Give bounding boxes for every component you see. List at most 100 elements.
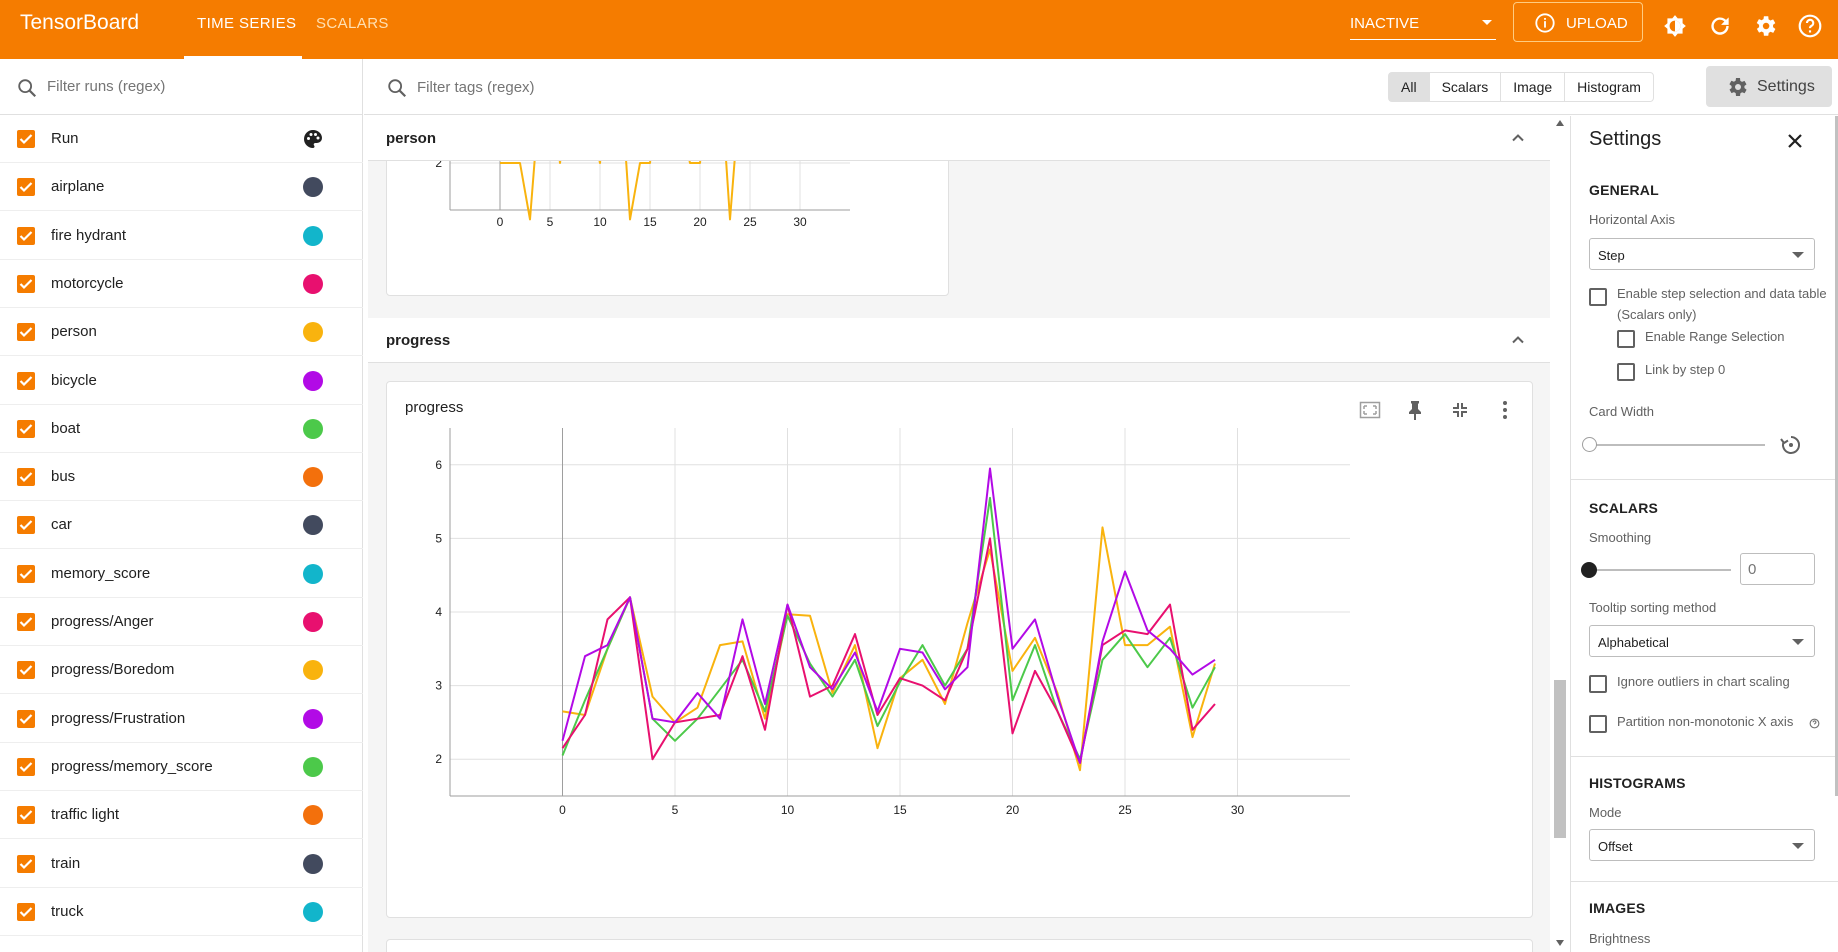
run-row[interactable]: bicycle [0,357,363,405]
run-checkbox[interactable] [17,806,35,825]
close-icon[interactable] [1783,129,1807,153]
pin-icon[interactable] [1403,398,1427,422]
scroll-down-arrow-icon[interactable] [1556,940,1564,946]
run-color-swatch[interactable] [303,563,323,584]
run-label: motorcycle [51,274,124,292]
run-checkbox[interactable] [17,178,35,197]
theme-toggle-icon[interactable] [1662,13,1688,39]
reset-icon[interactable] [1779,433,1803,457]
run-checkbox[interactable] [17,613,35,631]
run-row[interactable]: airplane [0,163,363,212]
run-checkbox[interactable] [17,274,35,293]
runs-header-row[interactable]: Run [0,115,363,163]
smoothing-slider-track[interactable] [1589,569,1731,571]
run-color-swatch[interactable] [303,322,323,343]
tab-scalars[interactable]: SCALARS [316,15,389,32]
run-row[interactable]: truck [0,888,363,936]
run-checkbox[interactable] [17,564,35,583]
run-checkbox[interactable] [17,902,35,921]
run-color-swatch[interactable] [303,708,323,729]
run-checkbox[interactable] [17,757,35,776]
enable-range-selection-checkbox[interactable] [1617,330,1635,348]
settings-icon[interactable] [1752,13,1778,39]
tab-time-series[interactable]: TIME SERIES [197,15,297,32]
run-checkbox[interactable] [17,854,35,873]
horizontal-axis-select[interactable]: Step [1589,238,1815,270]
fit-domain-icon[interactable] [1358,398,1382,422]
run-color-swatch[interactable] [303,177,323,198]
run-row[interactable]: motorcycle [0,260,363,308]
run-row[interactable]: car [0,501,363,550]
upload-button[interactable]: UPLOAD [1513,2,1643,42]
run-color-swatch[interactable] [303,273,323,294]
run-label: bus [51,468,76,486]
palette-icon[interactable] [301,127,325,151]
scroll-up-arrow-icon[interactable] [1556,120,1564,126]
filter-image-button[interactable]: Image [1501,73,1566,101]
tooltip-sort-select[interactable]: Alphabetical [1589,625,1815,657]
run-color-swatch[interactable] [303,418,323,439]
run-color-swatch[interactable] [303,370,323,391]
scroll-thumb[interactable] [1554,680,1566,838]
smoothing-input[interactable]: 0 [1740,553,1815,585]
select-all-checkbox[interactable] [17,130,35,148]
run-row[interactable]: memory_score [0,550,363,598]
refresh-icon[interactable] [1707,13,1733,39]
ignore-outliers-checkbox[interactable] [1589,675,1607,693]
run-color-swatch[interactable] [303,660,323,681]
filter-all-button[interactable]: All [1389,73,1430,101]
run-color-swatch[interactable] [303,901,323,922]
run-checkbox[interactable] [17,419,35,438]
link-by-step-checkbox[interactable] [1617,363,1635,381]
run-color-swatch[interactable] [303,805,323,826]
tag-filter-input[interactable]: Filter tags (regex) [417,79,535,96]
filter-histogram-button[interactable]: Histogram [1577,79,1641,95]
run-color-swatch[interactable] [303,467,323,488]
run-row[interactable]: train [0,840,363,888]
app-brand[interactable]: TensorBoard [20,11,140,34]
run-checkbox[interactable] [17,468,35,487]
run-color-swatch[interactable] [303,612,323,632]
y-tick-label: 3 [435,679,442,693]
run-row[interactable]: fire hydrant [0,212,363,260]
run-row[interactable]: progress/Anger [0,598,363,646]
run-label: car [51,516,72,534]
run-checkbox[interactable] [17,516,35,535]
card-width-slider-knob[interactable] [1582,437,1597,452]
settings-toggle-button[interactable]: Settings [1706,66,1832,107]
group-header-person[interactable]: person [368,116,1550,161]
run-checkbox[interactable] [17,709,35,728]
run-row[interactable]: person [0,308,363,357]
partition-checkbox[interactable] [1589,715,1607,733]
run-color-swatch[interactable] [303,853,323,874]
x-tick-label: 0 [559,803,566,817]
run-row[interactable]: progress/Boredom [0,646,363,695]
runs-filter[interactable]: Filter runs (regex) [0,59,363,115]
tooltip-sort-value: Alphabetical [1598,635,1669,650]
run-color-swatch[interactable] [303,515,323,536]
run-checkbox[interactable] [17,661,35,680]
run-row[interactable]: bus [0,453,363,502]
smoothing-slider-knob[interactable] [1581,562,1597,578]
run-row[interactable]: boat [0,405,363,453]
card-width-label: Card Width [1589,404,1655,419]
card-width-slider-track[interactable] [1589,444,1765,446]
collapse-icon[interactable] [1448,398,1472,422]
enable-step-selection-checkbox[interactable] [1589,288,1607,306]
histogram-mode-select[interactable]: Offset [1589,829,1815,861]
filter-scalars-button[interactable]: Scalars [1430,73,1502,101]
settings-scrollbar[interactable] [1835,116,1838,796]
run-checkbox[interactable] [17,323,35,342]
run-row[interactable]: progress/memory_score [0,743,363,791]
more-vert-icon[interactable] [1493,398,1517,422]
run-checkbox[interactable] [17,226,35,245]
run-row[interactable]: progress/Frustration [0,695,363,743]
plugin-select[interactable]: INACTIVE [1350,15,1496,40]
run-color-swatch[interactable] [303,756,323,777]
run-color-swatch[interactable] [303,225,323,246]
group-header-progress[interactable]: progress [368,318,1550,363]
help-icon[interactable] [1797,13,1823,39]
run-checkbox[interactable] [17,371,35,390]
help-icon[interactable] [1809,718,1820,729]
run-row[interactable]: traffic light [0,791,363,840]
